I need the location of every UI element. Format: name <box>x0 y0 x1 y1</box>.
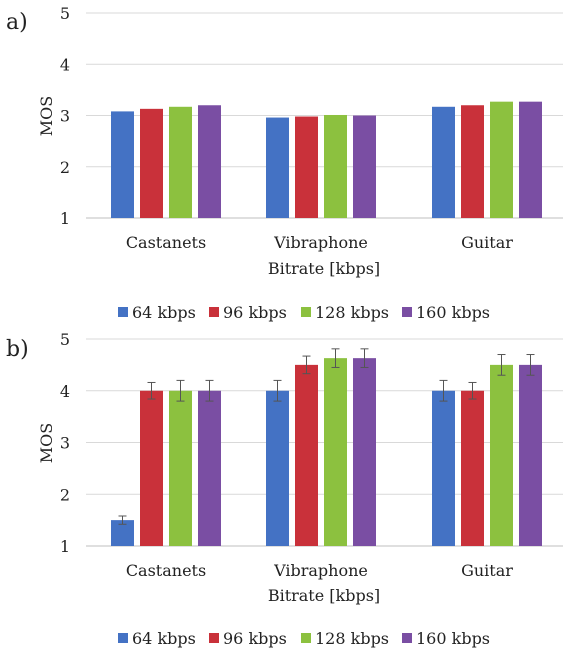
legend-entry: 64 kbps <box>132 629 196 648</box>
x-category-label: Guitar <box>461 233 513 252</box>
legend-entry: 96 kbps <box>223 629 287 648</box>
bar <box>111 520 134 546</box>
bar <box>461 105 484 218</box>
bar <box>111 111 134 218</box>
bar <box>519 364 542 546</box>
bar <box>490 101 513 218</box>
y-tick-label: 5 <box>60 330 70 349</box>
legend-swatch <box>301 633 311 643</box>
legend-entry: 96 kbps <box>223 303 287 322</box>
bar <box>353 115 376 218</box>
bar <box>295 364 318 546</box>
y-tick-label: 1 <box>60 209 70 228</box>
legend-swatch <box>118 307 128 317</box>
legend-entry: 128 kbps <box>315 303 389 322</box>
x-category-label: Castanets <box>126 233 206 252</box>
bar <box>169 390 192 546</box>
bar <box>324 114 347 218</box>
bar <box>324 358 347 546</box>
bar <box>461 390 484 546</box>
y-axis-label: MOS <box>37 423 56 463</box>
legend-swatch <box>402 307 412 317</box>
bar <box>519 101 542 218</box>
legend-swatch <box>209 633 219 643</box>
y-axis-label: MOS <box>37 96 56 136</box>
legend-entry: 160 kbps <box>416 629 490 648</box>
y-tick-label: 5 <box>60 4 70 23</box>
x-axis-label: Bitrate [kbps] <box>268 259 380 278</box>
bar <box>353 358 376 546</box>
bar <box>140 108 163 218</box>
y-tick-label: 3 <box>60 107 70 126</box>
bar <box>266 117 289 218</box>
y-tick-label: 2 <box>60 158 70 177</box>
bar <box>432 106 455 218</box>
x-category-label: Vibraphone <box>273 233 368 252</box>
legend-swatch <box>118 633 128 643</box>
legend-swatch <box>402 633 412 643</box>
x-category-label: Castanets <box>126 561 206 580</box>
x-category-label: Vibraphone <box>273 561 368 580</box>
y-tick-label: 4 <box>60 55 70 74</box>
legend-entry: 160 kbps <box>416 303 490 322</box>
bar <box>198 390 221 546</box>
bar <box>169 106 192 218</box>
y-tick-label: 3 <box>60 434 70 453</box>
bar <box>266 390 289 546</box>
y-tick-label: 2 <box>60 485 70 504</box>
legend-swatch <box>301 307 311 317</box>
legend-entry: 64 kbps <box>132 303 196 322</box>
x-category-label: Guitar <box>461 561 513 580</box>
bar <box>295 116 318 218</box>
y-tick-label: 4 <box>60 382 70 401</box>
bar <box>140 390 163 546</box>
panel-label: b) <box>6 337 29 362</box>
bar <box>432 390 455 546</box>
x-axis-label: Bitrate [kbps] <box>268 586 380 605</box>
bar <box>198 105 221 218</box>
y-tick-label: 1 <box>60 537 70 556</box>
panel-label: a) <box>6 10 28 35</box>
legend-entry: 128 kbps <box>315 629 389 648</box>
legend-swatch <box>209 307 219 317</box>
bar <box>490 364 513 546</box>
